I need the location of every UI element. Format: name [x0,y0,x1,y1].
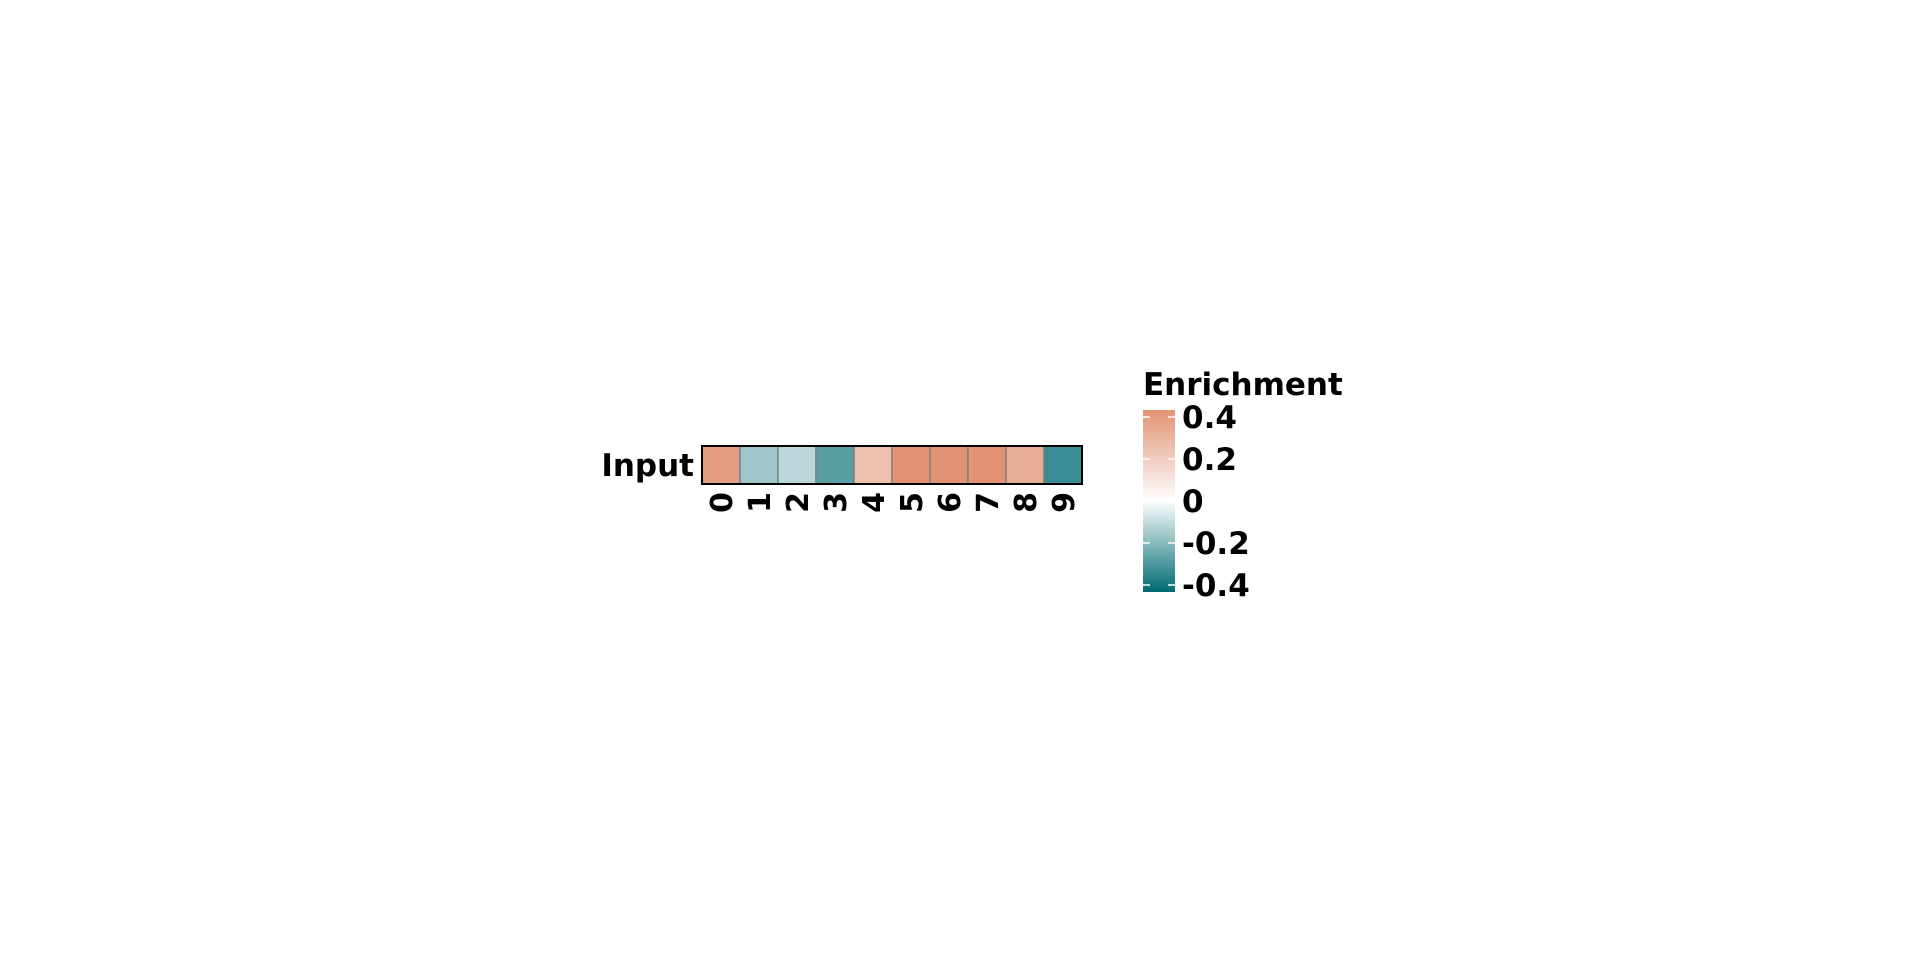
legend-tick-label: 0 [1182,484,1204,520]
heatmap-plot-area: Input 0 1 2 3 4 5 6 7 8 9 [601,445,1083,513]
heatmap-frame [701,445,1083,485]
column-label: 2 [781,492,816,513]
legend-tick-label: -0.4 [1182,568,1250,604]
column-label: 3 [819,492,854,513]
legend-ticks: 0.4 0.2 0 -0.2 -0.4 [1143,400,1250,604]
legend-title: Enrichment [1143,367,1343,403]
heatmap-cell [967,445,1007,485]
column-label: 5 [895,492,930,513]
heatmap-cell [853,445,893,485]
color-legend: Enrichment 0.4 0.2 0 -0.2 -0.4 [1143,367,1343,604]
heatmap-cell [1043,445,1083,485]
heatmap-cell [777,445,817,485]
heatmap-cell [891,445,931,485]
column-label: 9 [1047,492,1082,513]
legend-tick-label: -0.2 [1182,526,1250,562]
heatmap-cell [929,445,969,485]
column-label: 4 [857,492,892,513]
heatmap-cell [1005,445,1045,485]
legend-tick-label: 0.4 [1182,400,1237,436]
heatmap-cell [739,445,779,485]
row-label: Input [601,448,694,484]
legend-tick-label: 0.2 [1182,442,1237,478]
heatmap-cell [815,445,855,485]
column-label: 6 [933,492,968,513]
column-label: 7 [971,492,1006,513]
column-label: 8 [1009,492,1044,513]
column-label: 0 [705,492,740,513]
heatmap-cell [701,445,741,485]
column-label: 1 [743,492,778,513]
